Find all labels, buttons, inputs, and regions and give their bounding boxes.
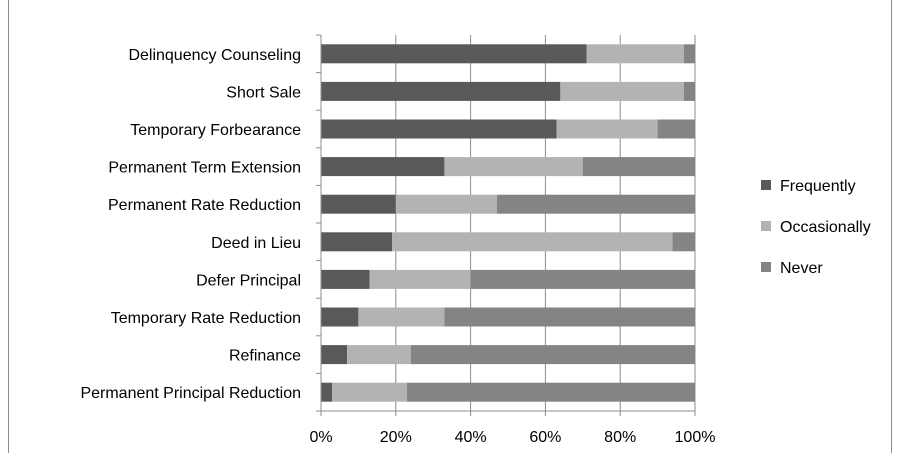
bar-segment — [395, 194, 497, 214]
category-label: Temporary Rate Reduction — [111, 310, 301, 327]
bar-segment — [683, 81, 695, 101]
chart-frame: Delinquency Counseling Short Sale Temporar… — [8, 0, 892, 453]
bar-segment — [392, 232, 673, 252]
bar-segment — [470, 269, 695, 289]
bar-segment — [560, 81, 684, 101]
x-tick-labels: 0% 20% 40% 60% 80% 100% — [309, 429, 715, 446]
legend-swatch — [761, 221, 771, 231]
bar-segment — [321, 44, 587, 64]
bar-segment — [672, 232, 695, 252]
bar-segment — [321, 269, 370, 289]
stacked-bar-chart: Delinquency Counseling Short Sale Temporar… — [80, 34, 871, 446]
bar-segment — [321, 81, 561, 101]
bar-segment — [369, 269, 471, 289]
bar-segment — [586, 44, 684, 64]
category-label: Deed in Lieu — [211, 235, 301, 252]
legend: Frequently Occasionally Never — [761, 178, 871, 277]
bars — [321, 44, 695, 402]
bar-segment — [321, 194, 396, 214]
category-labels: Delinquency Counseling Short Sale Temporar… — [80, 47, 301, 402]
bar-segment — [321, 119, 557, 139]
legend-label: Frequently — [780, 178, 856, 195]
legend-label: Never — [780, 260, 823, 277]
bar-segment — [410, 345, 695, 365]
x-tick-label: 100% — [675, 429, 716, 446]
legend-swatch — [761, 262, 771, 272]
bar-segment — [321, 382, 333, 402]
category-label: Short Sale — [226, 84, 301, 101]
category-label: Permanent Term Extension — [108, 160, 301, 177]
bar-segment — [332, 382, 408, 402]
x-tick-label: 80% — [604, 429, 636, 446]
category-label: Defer Principal — [196, 272, 301, 289]
x-tick-label: 20% — [380, 429, 412, 446]
bar-segment — [347, 345, 411, 365]
bar-segment — [683, 44, 695, 64]
x-tick-label: 40% — [455, 429, 487, 446]
bar-segment — [444, 157, 583, 177]
category-label: Refinance — [229, 348, 301, 365]
bar-segment — [321, 232, 393, 252]
bar-segment — [407, 382, 695, 402]
bar-segment — [582, 157, 695, 177]
bar-segment — [358, 307, 445, 327]
x-tick-label: 0% — [309, 429, 332, 446]
bar-segment — [657, 119, 695, 139]
bar-segment — [496, 194, 695, 214]
axes — [316, 34, 695, 412]
bar-segment — [556, 119, 658, 139]
bar-segment — [321, 345, 348, 365]
bar-segment — [444, 307, 695, 327]
legend-label: Occasionally — [780, 219, 871, 236]
legend-swatch — [761, 180, 771, 190]
category-label: Permanent Principal Reduction — [80, 385, 301, 402]
bar-segment — [321, 307, 359, 327]
category-label: Permanent Rate Reduction — [108, 197, 301, 214]
category-label: Delinquency Counseling — [128, 47, 301, 64]
category-label: Temporary Forbearance — [130, 122, 301, 139]
x-tick-label: 60% — [529, 429, 561, 446]
bar-segment — [321, 157, 445, 177]
